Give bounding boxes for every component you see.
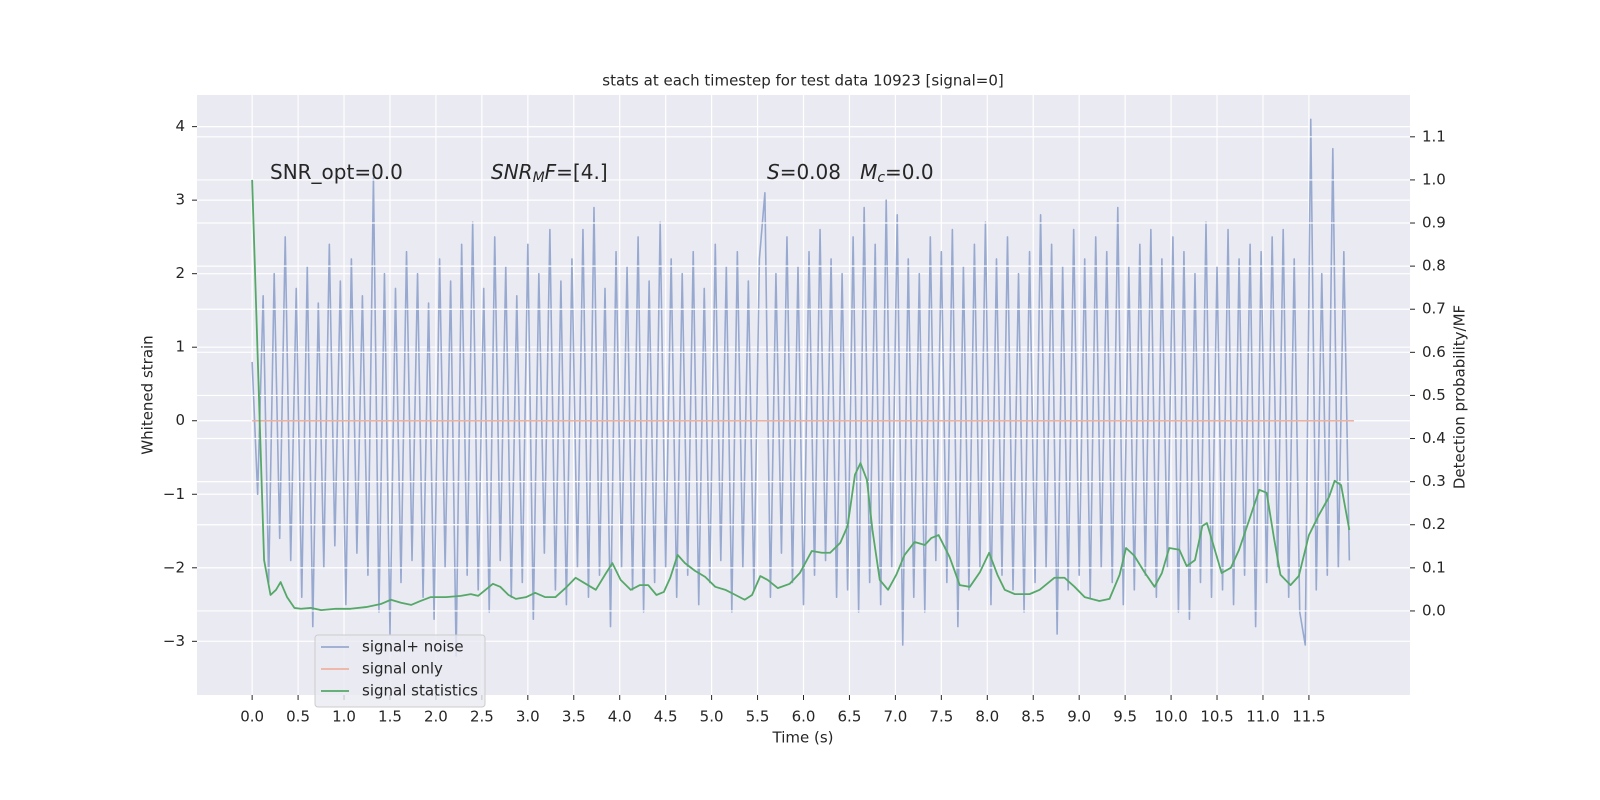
annotation-part: M [860,160,877,184]
x-axis-label: Time (s) [772,729,834,747]
legend-label: signal only [362,660,443,678]
annotation: SNR_opt=0.0 [270,160,403,184]
y2-tick-label: 0.8 [1422,257,1446,275]
y2-tick-label: 0.0 [1422,601,1446,619]
y2-tick-label: 0.2 [1422,515,1446,533]
annotation-part: M [533,170,545,186]
y2-tick-label: 0.5 [1422,386,1446,404]
legend-label: signal statistics [362,682,478,700]
annotation: SNRMF=[4.] [491,160,608,187]
annotation-part: =0.08 [780,160,860,184]
x-tick-label: 1.0 [332,708,356,726]
x-tick-label: 8.0 [975,708,999,726]
x-tick-label: 4.5 [654,708,678,726]
y2-tick-label: 1.0 [1422,170,1446,188]
x-tick-label: 2.5 [470,708,494,726]
x-tick-label: 6.0 [792,708,816,726]
x-tick-label: 6.5 [838,708,862,726]
y2-tick-label: 0.3 [1422,472,1446,490]
annotation-part: S [767,160,780,184]
x-tick-label: 5.0 [700,708,724,726]
x-tick-label: 2.0 [424,708,448,726]
x-tick-label: 0.5 [286,708,310,726]
legend-label: signal+ noise [362,638,464,656]
series-line [251,118,1351,657]
y-tick-label: −3 [163,632,185,650]
x-tick-label: 10.0 [1154,708,1187,726]
y-tick-label: 3 [175,191,185,209]
legend-box [314,634,486,708]
y-tick-label: 2 [175,264,185,282]
y2-axis-label: Detection probability/MF [1451,305,1469,489]
x-tick-label: 9.5 [1113,708,1137,726]
y2-tick-label: 0.4 [1422,429,1446,447]
x-tick-label: 7.0 [883,708,907,726]
y-tick-label: 1 [175,338,185,356]
x-tick-label: 3.0 [516,708,540,726]
x-tick-label: 3.5 [562,708,586,726]
y2-tick-label: 1.1 [1422,127,1446,145]
x-tick-label: 10.5 [1200,708,1233,726]
x-tick-label: 11.5 [1292,708,1325,726]
x-tick-label: 5.5 [746,708,770,726]
x-tick-label: 11.0 [1246,708,1279,726]
y2-tick-label: 0.6 [1422,343,1446,361]
y-axis-label: Whitened strain [139,335,157,454]
x-tick-label: 4.0 [608,708,632,726]
series-line [251,179,1351,611]
y-tick-label: 0 [175,411,185,429]
y-tick-label: 4 [175,117,185,135]
annotation-part: SNR_opt=0.0 [270,160,403,184]
annotation-part: F [545,160,557,184]
x-tick-label: 1.5 [378,708,402,726]
x-tick-label: 0.0 [240,708,264,726]
annotation-part: =0.0 [885,160,934,184]
annotation: S=0.08 Mc=0.0 [767,160,934,187]
x-tick-label: 7.5 [929,708,953,726]
y2-tick-label: 0.7 [1422,300,1446,318]
y-tick-label: −1 [163,485,185,503]
annotation-part: =[4.] [556,160,607,184]
x-tick-label: 8.5 [1021,708,1045,726]
y-tick-label: −2 [163,558,185,576]
y2-tick-label: 0.1 [1422,558,1446,576]
annotation-part: SNR [491,160,533,184]
chart-title: stats at each timestep for test data 109… [602,72,1003,90]
x-tick-label: 9.0 [1067,708,1091,726]
y2-tick-label: 0.9 [1422,214,1446,232]
annotation-part: c [877,170,885,186]
